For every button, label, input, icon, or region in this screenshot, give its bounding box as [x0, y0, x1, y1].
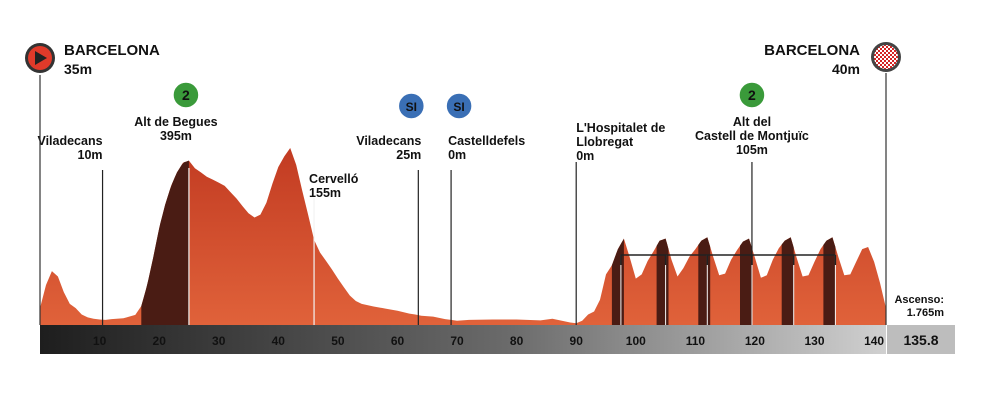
total-distance-box [887, 325, 955, 354]
badge-label: 2 [182, 87, 190, 103]
ascent-label: Ascenso: [894, 294, 944, 306]
waypoint-name: Cervelló [309, 172, 359, 186]
ascent-value: 1.765m [907, 307, 945, 319]
waypoint-altitude: 105m [736, 143, 768, 157]
climb-section-7 [823, 237, 836, 325]
x-tick-label: 100 [626, 334, 646, 348]
x-tick-label: 30 [212, 334, 226, 348]
start-marker: BARCELONA 35m [25, 42, 160, 325]
climb-section-3 [656, 238, 669, 325]
kom-category-icon [738, 81, 766, 109]
badge-label: SI [406, 100, 417, 114]
climb-section-2 [611, 238, 624, 325]
waypoint-altitude: 155m [309, 186, 341, 200]
kom-category-icon [172, 81, 200, 109]
waypoint-name: Castell de Montjuïc [695, 129, 809, 143]
x-tick-label: 20 [153, 334, 167, 348]
x-tick-label: 50 [331, 334, 345, 348]
x-tick-label: 60 [391, 334, 405, 348]
waypoint-name: Viladecans [356, 134, 421, 148]
badge-label: SI [453, 100, 464, 114]
waypoint-altitude: 25m [396, 148, 421, 162]
waypoint-name: Llobregat [576, 135, 634, 149]
finish-altitude: 40m [832, 61, 860, 77]
x-tick-label: 80 [510, 334, 524, 348]
waypoint-name: Castelldefels [448, 134, 525, 148]
x-tick-label: 110 [686, 334, 706, 348]
start-name: BARCELONA [64, 42, 160, 59]
elevation-profile-area [40, 148, 886, 325]
intermediate-sprint-icon [397, 92, 426, 120]
x-tick-label: 70 [450, 334, 464, 348]
waypoint-altitude: 0m [576, 149, 594, 163]
circuit-laps-bracket [620, 254, 837, 325]
climb-section-1 [141, 160, 189, 325]
total-distance-value: 135.8 [903, 332, 938, 348]
x-tick-label: 10 [93, 334, 107, 348]
finish-marker: BARCELONA 40m [764, 42, 901, 325]
waypoint-altitude: 395m [160, 129, 192, 143]
waypoint-name: Alt de Begues [134, 115, 217, 129]
climb-section-4 [698, 237, 711, 325]
finish-name: BARCELONA [764, 42, 860, 59]
x-tick-label: 140 [864, 334, 884, 348]
x-tick-label: 40 [272, 334, 286, 348]
intermediate-sprint-icon [445, 92, 473, 120]
climb-section-6 [781, 237, 794, 325]
waypoint-altitude: 0m [448, 148, 466, 162]
waypoint-altitude: 10m [78, 148, 103, 162]
badge-label: 2 [748, 87, 756, 103]
waypoint-name: Viladecans [37, 134, 102, 148]
x-tick-label: 130 [804, 334, 824, 348]
climb-section-5 [740, 238, 752, 325]
x-tick-label: 90 [570, 334, 584, 348]
waypoint-name: Alt del [733, 115, 771, 129]
start-altitude: 35m [64, 61, 92, 77]
x-tick-label: 120 [745, 334, 765, 348]
distance-bar [40, 325, 886, 354]
waypoint-name: L'Hospitalet de [576, 121, 665, 135]
